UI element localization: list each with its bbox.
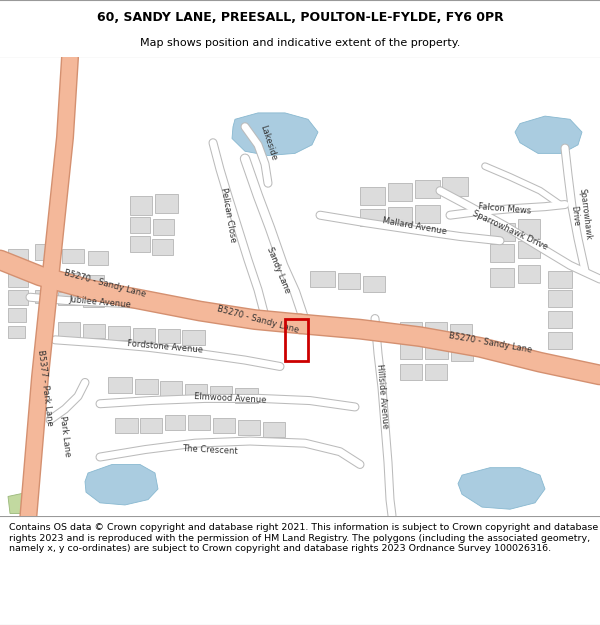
Polygon shape [425, 322, 447, 338]
Polygon shape [58, 272, 80, 286]
Polygon shape [548, 311, 572, 328]
Polygon shape [83, 275, 104, 289]
Polygon shape [400, 364, 422, 381]
Text: Elmwood Avenue: Elmwood Avenue [194, 392, 266, 405]
Polygon shape [442, 177, 468, 196]
Polygon shape [360, 209, 385, 226]
Text: Sandy Lane: Sandy Lane [265, 246, 292, 295]
Polygon shape [8, 290, 28, 304]
Polygon shape [88, 251, 108, 265]
Polygon shape [515, 116, 582, 153]
Polygon shape [8, 492, 35, 514]
Polygon shape [490, 269, 514, 286]
Polygon shape [35, 244, 58, 260]
Polygon shape [338, 272, 360, 289]
Polygon shape [415, 204, 440, 222]
Polygon shape [133, 328, 155, 342]
Polygon shape [83, 294, 104, 307]
Text: Sparrowhawk
Drive: Sparrowhawk Drive [567, 188, 593, 242]
Polygon shape [130, 236, 150, 252]
Polygon shape [140, 418, 162, 432]
Polygon shape [108, 377, 132, 393]
Polygon shape [188, 416, 210, 431]
Text: Sparrowhawk Drive: Sparrowhawk Drive [471, 209, 549, 251]
Polygon shape [518, 265, 540, 283]
Polygon shape [450, 324, 472, 340]
Polygon shape [490, 244, 514, 262]
Text: Fordstone Avenue: Fordstone Avenue [127, 339, 203, 355]
Text: Lakeside: Lakeside [258, 124, 278, 162]
Polygon shape [58, 292, 80, 304]
Polygon shape [232, 113, 318, 156]
Text: Pelican Close: Pelican Close [219, 187, 237, 243]
Text: Hillside Avenue: Hillside Avenue [374, 364, 389, 429]
Polygon shape [58, 322, 80, 337]
Polygon shape [263, 422, 285, 437]
Polygon shape [83, 324, 105, 338]
Polygon shape [310, 271, 335, 286]
Polygon shape [35, 290, 55, 302]
Text: Jubilee Avenue: Jubilee Avenue [68, 296, 131, 310]
Polygon shape [158, 329, 180, 343]
Polygon shape [85, 464, 158, 505]
Text: Mallard Avenue: Mallard Avenue [382, 216, 448, 236]
Polygon shape [210, 386, 232, 401]
Polygon shape [182, 330, 205, 345]
Polygon shape [35, 271, 55, 284]
Text: B5270 - Sandy Lane: B5270 - Sandy Lane [448, 331, 532, 355]
Polygon shape [451, 345, 473, 361]
Text: B5270 - Sandy Lane: B5270 - Sandy Lane [216, 304, 300, 335]
Text: Map shows position and indicative extent of the property.: Map shows position and indicative extent… [140, 38, 460, 48]
Text: B5377 - Park Lane: B5377 - Park Lane [36, 349, 54, 426]
Polygon shape [360, 188, 385, 204]
Polygon shape [400, 343, 422, 359]
Polygon shape [490, 222, 515, 241]
Polygon shape [135, 379, 158, 394]
Polygon shape [155, 194, 178, 213]
Text: Contains OS data © Crown copyright and database right 2021. This information is : Contains OS data © Crown copyright and d… [9, 523, 598, 553]
Text: Falcon Mews: Falcon Mews [478, 202, 532, 216]
Polygon shape [235, 388, 258, 402]
Polygon shape [153, 219, 174, 236]
Polygon shape [130, 196, 152, 215]
Polygon shape [400, 322, 422, 338]
Polygon shape [458, 468, 545, 509]
Polygon shape [388, 183, 412, 201]
Polygon shape [108, 326, 130, 340]
Polygon shape [8, 249, 28, 265]
Polygon shape [425, 364, 447, 381]
Polygon shape [518, 241, 540, 258]
Polygon shape [115, 418, 138, 432]
Polygon shape [548, 290, 572, 307]
Polygon shape [363, 276, 385, 292]
Polygon shape [165, 416, 185, 431]
Polygon shape [548, 332, 572, 349]
Polygon shape [185, 384, 207, 398]
Polygon shape [152, 239, 173, 254]
Polygon shape [425, 343, 448, 359]
Polygon shape [160, 381, 182, 396]
Polygon shape [130, 217, 150, 233]
Polygon shape [415, 180, 440, 198]
Polygon shape [238, 420, 260, 434]
Text: The Crescent: The Crescent [182, 444, 238, 456]
Polygon shape [518, 219, 540, 239]
Polygon shape [8, 308, 26, 322]
Polygon shape [8, 271, 28, 286]
Polygon shape [548, 271, 572, 288]
Polygon shape [62, 249, 84, 263]
Polygon shape [213, 418, 235, 432]
Polygon shape [388, 207, 412, 224]
Text: Park Lane: Park Lane [58, 415, 72, 457]
Text: 60, SANDY LANE, PREESALL, POULTON-LE-FYLDE, FY6 0PR: 60, SANDY LANE, PREESALL, POULTON-LE-FYL… [97, 11, 503, 24]
Text: B5270 - Sandy Lane: B5270 - Sandy Lane [63, 268, 147, 299]
Polygon shape [8, 326, 25, 338]
